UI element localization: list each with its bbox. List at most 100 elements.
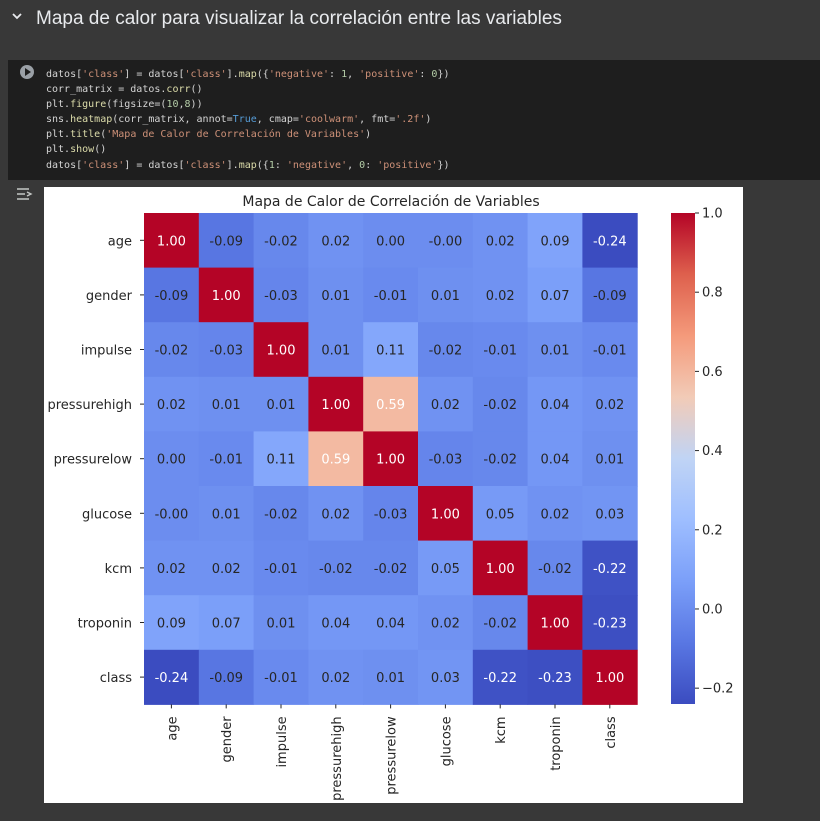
cell-annotation: 0.00 — [157, 453, 186, 468]
output-area: Mapa de Calor de Correlación de Variable… — [44, 187, 743, 803]
y-tick-label: class — [100, 671, 132, 686]
cell-annotation: 0.02 — [157, 562, 186, 577]
cell-annotation: 0.02 — [541, 507, 570, 522]
heatmap-cell — [418, 486, 474, 542]
cell-annotation: -0.01 — [209, 453, 243, 468]
cell-annotation: 0.01 — [595, 453, 624, 468]
heatmap-cell — [582, 213, 638, 269]
cell-annotation: 0.01 — [376, 671, 405, 686]
cell-annotation: 0.07 — [212, 617, 241, 632]
cell-annotation: 1.00 — [212, 289, 241, 304]
cell-annotation: 0.04 — [541, 398, 570, 413]
heatmap-cell — [308, 267, 364, 323]
heatmap-cell — [363, 595, 419, 651]
heatmap-cell — [253, 649, 309, 705]
cell-annotation: 0.05 — [486, 507, 515, 522]
cell-annotation: 0.04 — [376, 617, 405, 632]
heatmap-cell — [144, 595, 200, 651]
output-settings-icon[interactable] — [15, 186, 33, 202]
heatmap-cell — [418, 595, 474, 651]
cell-annotation: 0.11 — [376, 344, 405, 359]
y-tick-label: kcm — [105, 562, 132, 577]
heatmap-cell — [418, 376, 474, 432]
colorbar-tick-label: 0.6 — [702, 365, 723, 380]
heatmap-cell — [144, 213, 200, 269]
cell-annotation: 0.03 — [595, 507, 624, 522]
cell-annotation: -0.02 — [319, 562, 353, 577]
heatmap-cell — [253, 267, 309, 323]
heatmap-cell — [253, 486, 309, 542]
section-header[interactable]: Mapa de calor para visualizar la correla… — [0, 0, 820, 42]
cell-annotation: -0.01 — [374, 289, 408, 304]
code-cell[interactable]: datos['class'] = datos['class'].map({'ne… — [8, 60, 820, 180]
cell-annotation: -0.03 — [374, 507, 408, 522]
heatmap-cell — [418, 431, 474, 487]
heatmap-cell — [363, 267, 419, 323]
cell-annotation: 1.00 — [157, 234, 186, 249]
heatmap-cell — [527, 322, 583, 378]
heatmap-cell — [472, 267, 529, 323]
code-line: plt.title('Mapa de Calor de Correlación … — [46, 129, 372, 141]
cell-annotation: 0.01 — [267, 617, 296, 632]
heatmap-cell — [582, 595, 638, 651]
cell-annotation: -0.22 — [593, 562, 627, 577]
heatmap-cell — [253, 595, 309, 651]
heatmap-cell — [308, 431, 364, 487]
colorbar-tick-label: 1.0 — [702, 207, 723, 222]
code-editor[interactable]: datos['class'] = datos['class'].map({'ne… — [46, 67, 450, 173]
heatmap-cell — [582, 540, 638, 596]
x-tick-label: kcm — [494, 716, 509, 743]
code-line: plt.show() — [46, 144, 107, 156]
cell-annotation: 1.00 — [321, 398, 350, 413]
chevron-down-icon[interactable] — [10, 9, 24, 23]
heatmap-cell — [582, 649, 638, 705]
cell-annotation: 0.02 — [486, 234, 515, 249]
x-tick-label: impulse — [275, 716, 290, 767]
heatmap-cell — [527, 431, 583, 487]
cell-annotation: 0.01 — [267, 398, 296, 413]
cell-annotation: -0.03 — [209, 344, 243, 359]
cell-annotation: -0.24 — [593, 234, 627, 249]
x-tick-label: age — [165, 716, 180, 740]
play-icon[interactable] — [20, 65, 34, 79]
heatmap-cell — [198, 267, 255, 323]
heatmap-cell — [472, 486, 529, 542]
cell-annotation: 0.07 — [541, 289, 570, 304]
y-tick-label: gender — [86, 289, 133, 304]
cell-annotation: -0.03 — [429, 453, 463, 468]
cell-annotation: 1.00 — [376, 453, 405, 468]
heatmap-cell — [472, 376, 529, 432]
cell-annotation: 1.00 — [431, 507, 460, 522]
heatmap-cell — [527, 213, 583, 269]
cell-annotation: -0.03 — [264, 289, 298, 304]
heatmap-cell — [198, 486, 255, 542]
heatmap-cell — [144, 486, 200, 542]
x-tick-label: glucose — [439, 716, 454, 766]
cell-annotation: -0.22 — [483, 671, 517, 686]
colorbar-tick-label: 0.4 — [702, 444, 723, 459]
heatmap-cell — [418, 267, 474, 323]
cell-annotation: -0.09 — [593, 289, 627, 304]
heatmap-cell — [253, 540, 309, 596]
colorbar-tick-label: 0.0 — [702, 602, 723, 617]
cell-annotation: 0.01 — [321, 289, 350, 304]
heatmap-cell — [198, 595, 255, 651]
code-line: datos['class'] = datos['class'].map({'ne… — [46, 69, 450, 80]
heatmap-cell — [527, 267, 583, 323]
cell-annotation: -0.02 — [483, 453, 517, 468]
y-tick-label: impulse — [81, 344, 132, 359]
cell-annotation: 1.00 — [541, 617, 570, 632]
x-tick-label: class — [604, 716, 619, 748]
cell-annotation: 0.09 — [541, 234, 570, 249]
cell-annotation: 1.00 — [486, 562, 515, 577]
x-tick-label: pressurehigh — [330, 716, 345, 801]
heatmap-cell — [308, 322, 364, 378]
colorbar-tick-label: −0.2 — [702, 682, 734, 697]
heatmap-cell — [144, 322, 200, 378]
heatmap-cell — [527, 486, 583, 542]
heatmap-cell — [198, 322, 255, 378]
cell-annotation: 0.00 — [376, 234, 405, 249]
cell-annotation: -0.02 — [264, 507, 298, 522]
heatmap-cell — [198, 431, 255, 487]
heatmap-cell — [144, 376, 200, 432]
